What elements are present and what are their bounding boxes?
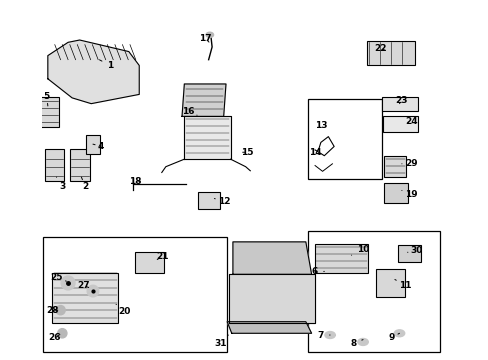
Circle shape	[56, 306, 65, 315]
Text: 25: 25	[50, 273, 66, 282]
Bar	[307, 231, 439, 352]
Text: 22: 22	[373, 44, 386, 53]
Bar	[52, 273, 118, 323]
Ellipse shape	[205, 32, 213, 37]
Polygon shape	[232, 242, 311, 274]
Circle shape	[58, 329, 67, 338]
Text: 15: 15	[241, 148, 253, 157]
Bar	[366, 41, 414, 66]
Polygon shape	[48, 40, 139, 104]
Text: 28: 28	[46, 306, 59, 315]
Text: 11: 11	[394, 279, 411, 290]
Bar	[398, 245, 421, 262]
Text: 6: 6	[311, 267, 324, 276]
Text: 14: 14	[308, 148, 321, 157]
Bar	[134, 252, 163, 273]
Text: 4: 4	[93, 142, 104, 151]
Text: 13: 13	[314, 121, 326, 130]
Bar	[45, 149, 64, 181]
Text: 12: 12	[214, 198, 230, 207]
Text: 5: 5	[43, 92, 50, 106]
Text: 2: 2	[81, 177, 88, 192]
Text: 10: 10	[351, 245, 368, 255]
Text: 23: 23	[395, 96, 407, 105]
Polygon shape	[227, 322, 311, 333]
Polygon shape	[184, 116, 230, 159]
Bar	[376, 269, 405, 297]
Text: 9: 9	[388, 333, 399, 342]
Bar	[198, 192, 220, 209]
Bar	[70, 149, 90, 181]
Text: 26: 26	[48, 333, 61, 342]
Bar	[43, 237, 227, 352]
Text: 29: 29	[401, 159, 417, 168]
Text: 16: 16	[181, 107, 197, 116]
Text: 17: 17	[199, 34, 211, 43]
Ellipse shape	[393, 330, 404, 337]
Circle shape	[61, 276, 75, 290]
Text: 21: 21	[156, 252, 168, 261]
Text: 3: 3	[57, 177, 65, 192]
Circle shape	[87, 285, 99, 297]
Text: 8: 8	[349, 339, 362, 348]
Bar	[86, 135, 100, 154]
Bar	[384, 183, 407, 203]
Text: 20: 20	[116, 304, 130, 316]
Bar	[307, 99, 382, 179]
Text: 24: 24	[404, 117, 417, 126]
Bar	[382, 97, 417, 111]
Text: 30: 30	[407, 246, 422, 255]
Text: 27: 27	[77, 281, 90, 290]
Bar	[383, 116, 417, 132]
Text: 7: 7	[317, 330, 329, 339]
Text: 19: 19	[401, 190, 417, 199]
Bar	[38, 97, 59, 127]
Bar	[314, 244, 367, 273]
Text: 18: 18	[129, 177, 142, 186]
Ellipse shape	[357, 338, 367, 346]
Polygon shape	[182, 84, 225, 116]
Ellipse shape	[324, 332, 335, 338]
Text: 1: 1	[99, 60, 113, 70]
Polygon shape	[229, 274, 314, 323]
Bar	[384, 156, 406, 176]
Text: 31: 31	[214, 335, 228, 348]
